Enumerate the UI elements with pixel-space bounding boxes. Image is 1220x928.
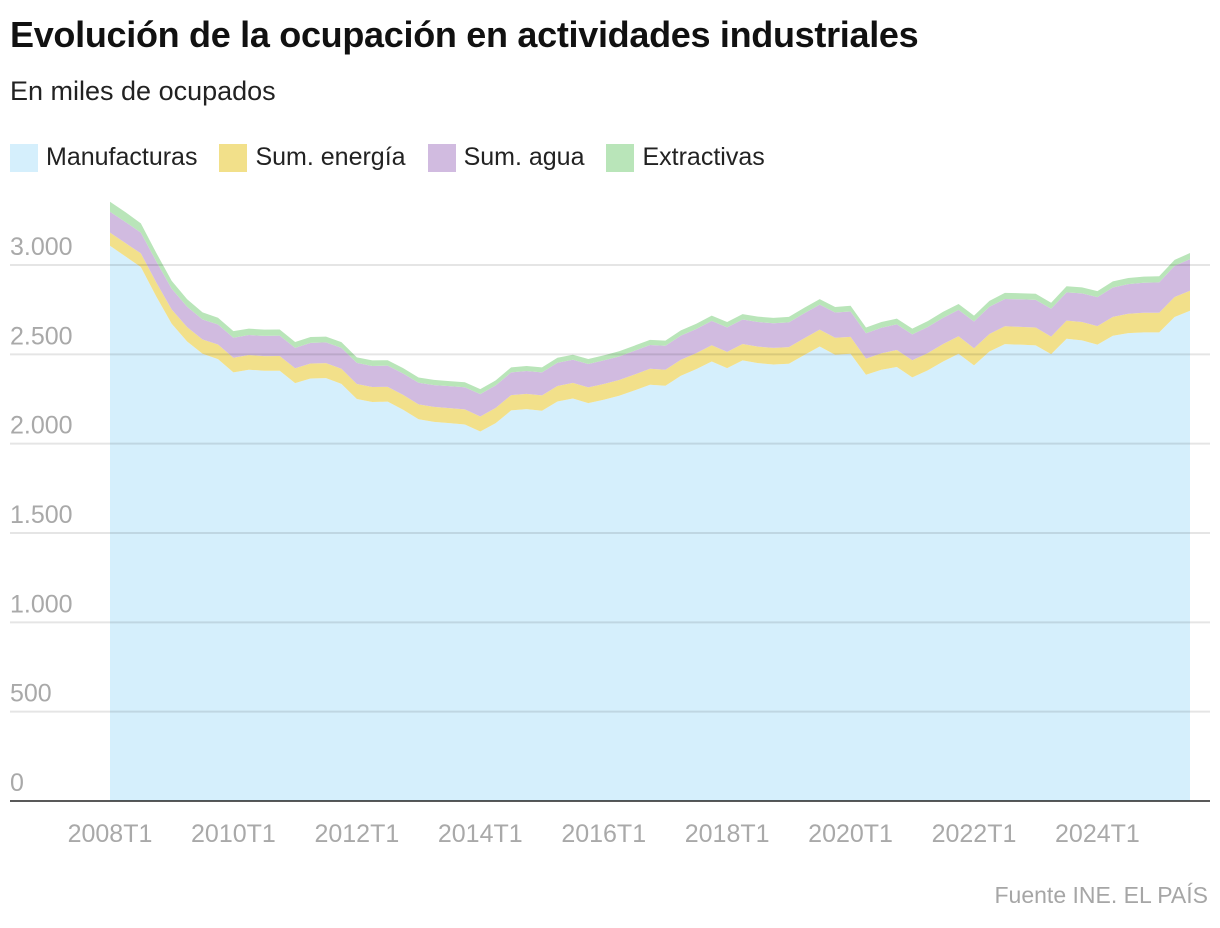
source-note: Fuente INE. EL PAÍS: [994, 882, 1209, 908]
legend-swatch: [427, 143, 456, 172]
x-tick-label: 2008T1: [68, 820, 153, 848]
legend-item-agua: Sum. agua: [427, 143, 585, 172]
y-tick-label: 500: [10, 680, 52, 708]
y-tick-label: 2.500: [10, 322, 73, 350]
y-tick-label: 1.500: [10, 501, 73, 529]
legend-item-manufacturas: Manufacturas: [10, 143, 197, 172]
legend-label: Extractivas: [642, 143, 765, 171]
chart-subtitle: En miles de ocupados: [10, 76, 276, 106]
y-tick-label: 0: [10, 769, 24, 797]
x-tick-label: 2024T1: [1055, 820, 1140, 848]
gridlines: [10, 264, 1210, 713]
y-tick-label: 3.000: [10, 233, 73, 261]
areas: [110, 201, 1190, 802]
legend-item-extractivas: Extractivas: [606, 143, 765, 172]
x-tick-label: 2018T1: [685, 820, 770, 848]
y-tick-label: 1.000: [10, 590, 73, 618]
x-axis-labels: 2008T1 2010T1 2012T1 2014T1 2016T1 2018T1 2020…: [68, 820, 1140, 848]
legend-label: Sum. energía: [255, 143, 406, 171]
legend-item-energia: Sum. energía: [219, 143, 406, 172]
legend: Manufacturas Sum. energía Sum. agua Extr…: [10, 143, 765, 172]
legend-swatch: [10, 143, 38, 172]
x-tick-label: 2016T1: [561, 820, 646, 848]
area-manufacturas: [110, 245, 1190, 802]
x-tick-label: 2012T1: [314, 820, 399, 848]
legend-label: Sum. agua: [463, 143, 585, 171]
y-axis-labels: 0 500 1.000 1.500 2.000 2.500 3.000: [10, 233, 73, 797]
x-tick-label: 2014T1: [438, 820, 523, 848]
x-tick-label: 2010T1: [191, 820, 276, 848]
legend-swatch: [606, 143, 635, 172]
y-tick-label: 2.000: [10, 412, 73, 440]
x-tick-label: 2020T1: [808, 820, 893, 848]
x-tick-label: 2022T1: [932, 820, 1017, 848]
legend-label: Manufacturas: [46, 143, 198, 171]
legend-swatch: [219, 143, 248, 172]
chart-title: Evolución de la ocupación en actividades…: [10, 14, 919, 55]
